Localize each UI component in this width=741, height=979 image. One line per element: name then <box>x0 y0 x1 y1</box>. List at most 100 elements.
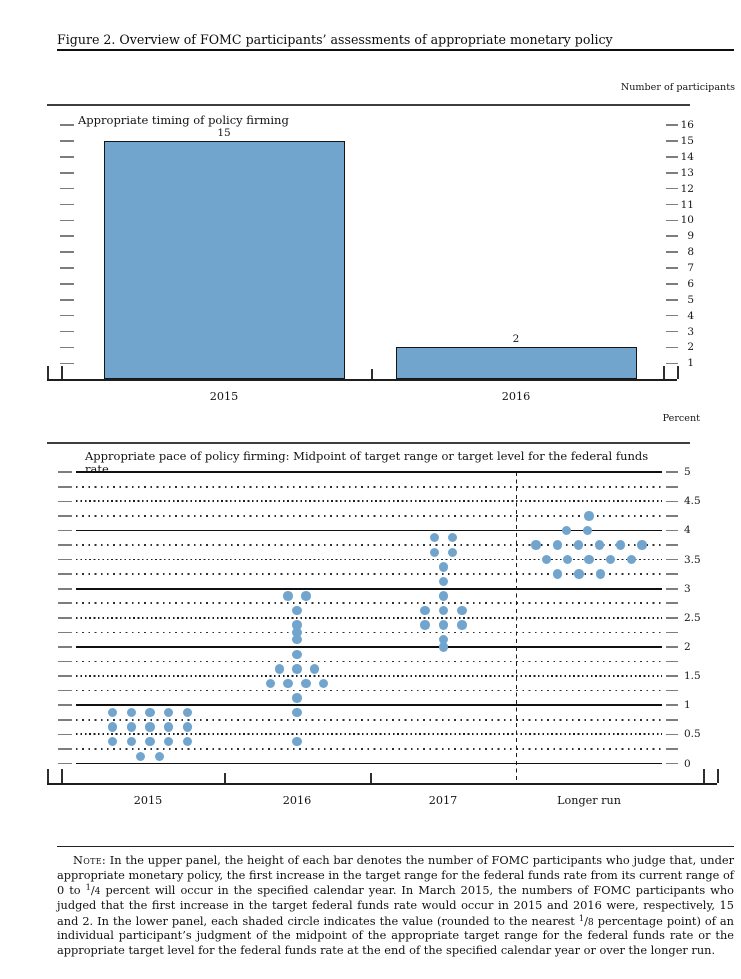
dot-2015-0.875 <box>163 707 174 718</box>
y-tick-label: 5 <box>687 293 694 306</box>
x-axis-tick <box>61 366 63 380</box>
y-tick-left <box>58 544 72 546</box>
x-tick-label-longer-run: Longer run <box>557 794 621 807</box>
dot-Longer run-3.5 <box>541 554 552 565</box>
dot-2017-2.375 <box>457 620 467 630</box>
y-tick-right <box>666 617 678 619</box>
y-tick-right <box>666 314 678 317</box>
dot-2017-2.875 <box>438 591 449 601</box>
x-axis <box>47 783 717 785</box>
gridline-2.25 <box>76 631 662 634</box>
gridline-1 <box>76 704 662 707</box>
y-tick-left <box>60 299 74 301</box>
dot-Longer run-3.5 <box>563 554 573 565</box>
y-tick-label: 7 <box>687 262 694 275</box>
dot-2017-3.625 <box>429 547 439 557</box>
dot-2015-0.625 <box>163 722 174 732</box>
y-tick-label: 1.5 <box>684 670 701 683</box>
y-tick-right <box>666 544 678 546</box>
y-tick-label: 15 <box>680 135 694 147</box>
y-tick-left <box>58 515 72 517</box>
gridline-2.5 <box>76 616 662 619</box>
dot-Longer run-3.75 <box>616 540 626 550</box>
y-tick-right <box>666 124 678 126</box>
dot-2016-2.125 <box>292 634 302 645</box>
y-tick-label: 3.5 <box>684 553 701 566</box>
x-axis-tick <box>61 769 63 783</box>
header-rule <box>57 49 734 52</box>
dot-2017-2.125 <box>438 634 449 645</box>
dot-2016-0.875 <box>292 707 302 718</box>
y-tick-right <box>666 267 678 269</box>
y-tick-right <box>666 704 678 707</box>
y-tick-left <box>60 314 74 317</box>
percent-axis-label: Percent <box>662 413 700 424</box>
y-tick-right <box>666 187 678 190</box>
y-tick-left <box>58 573 72 575</box>
dot-2016-1.625 <box>274 664 284 674</box>
y-tick-right <box>666 558 678 561</box>
y-tick-left <box>58 719 72 721</box>
gridline-4.5 <box>76 500 662 503</box>
y-tick-right <box>666 675 678 677</box>
dot-2017-3.875 <box>448 533 458 543</box>
x-axis-tick <box>717 769 719 783</box>
y-tick-left <box>60 203 74 206</box>
y-tick-left <box>58 660 72 663</box>
x-axis-tick <box>677 366 679 380</box>
gridline-3.75 <box>76 544 662 546</box>
pace-panel-top-rule <box>47 442 690 444</box>
y-tick-left <box>60 140 74 142</box>
y-tick-right <box>666 219 678 222</box>
y-tick-right <box>666 156 678 158</box>
pace-dot-plot: 0 0.5 1 1.5 2 2.5 3 3.5 4 4.5 5 2015 2016 2017 Longer … <box>47 467 719 807</box>
y-tick-left <box>60 362 74 365</box>
y-tick-label: 13 <box>680 166 694 179</box>
y-tick-right <box>666 140 678 142</box>
y-tick-label: 8 <box>687 246 694 259</box>
dot-2016-1.625 <box>310 664 320 674</box>
y-tick-right <box>666 646 678 648</box>
timing-bar-chart: 1 2 3 4 5 6 7 8 9 10 11 12 13 14 15 16 15 2 2015 2016 <box>0 0 741 430</box>
y-tick-label: 0.5 <box>684 728 701 741</box>
dot-2016-1.375 <box>301 678 311 689</box>
y-tick-right <box>666 362 678 365</box>
dot-Longer run-3.5 <box>626 554 637 565</box>
y-tick-right <box>666 500 678 503</box>
gridline-4.25 <box>76 514 662 517</box>
y-tick-left <box>58 471 72 473</box>
y-tick-label: 16 <box>680 119 694 132</box>
y-tick-left <box>60 171 74 174</box>
y-tick-left <box>60 346 74 349</box>
dot-2016-1.125 <box>292 693 302 703</box>
gridline-3 <box>76 587 662 590</box>
x-axis <box>47 379 677 381</box>
y-tick-left <box>58 485 72 488</box>
gridline-0.25 <box>76 748 662 750</box>
dot-2015-0.875 <box>108 707 118 718</box>
x-axis-tick <box>47 769 49 783</box>
bar-2016 <box>395 347 637 380</box>
y-tick-right <box>666 330 678 333</box>
dot-2015-0.875 <box>182 707 192 718</box>
y-tick-left <box>58 500 72 503</box>
y-tick-left <box>60 267 74 269</box>
dot-2017-3.875 <box>429 533 439 543</box>
y-tick-left <box>58 646 72 648</box>
dot-2015-0.875 <box>145 707 155 718</box>
dot-2016-2.375 <box>292 620 302 630</box>
figure-title: Figure 2. Overview of FOMC participants’… <box>57 32 613 47</box>
y-tick-label: 4 <box>687 309 694 322</box>
y-tick-left <box>60 219 74 222</box>
dot-2017-2.625 <box>438 605 449 616</box>
dot-2015-0.625 <box>108 722 118 732</box>
dot-2015-0.125 <box>154 751 164 761</box>
x-axis-tick <box>663 366 665 380</box>
y-tick-right <box>666 251 678 253</box>
y-tick-left <box>58 617 72 619</box>
y-tick-label: 9 <box>687 230 694 243</box>
y-tick-left <box>58 748 72 750</box>
dot-2017-2.375 <box>438 620 449 630</box>
x-axis-tick <box>47 366 49 380</box>
y-tick-right <box>666 660 678 663</box>
